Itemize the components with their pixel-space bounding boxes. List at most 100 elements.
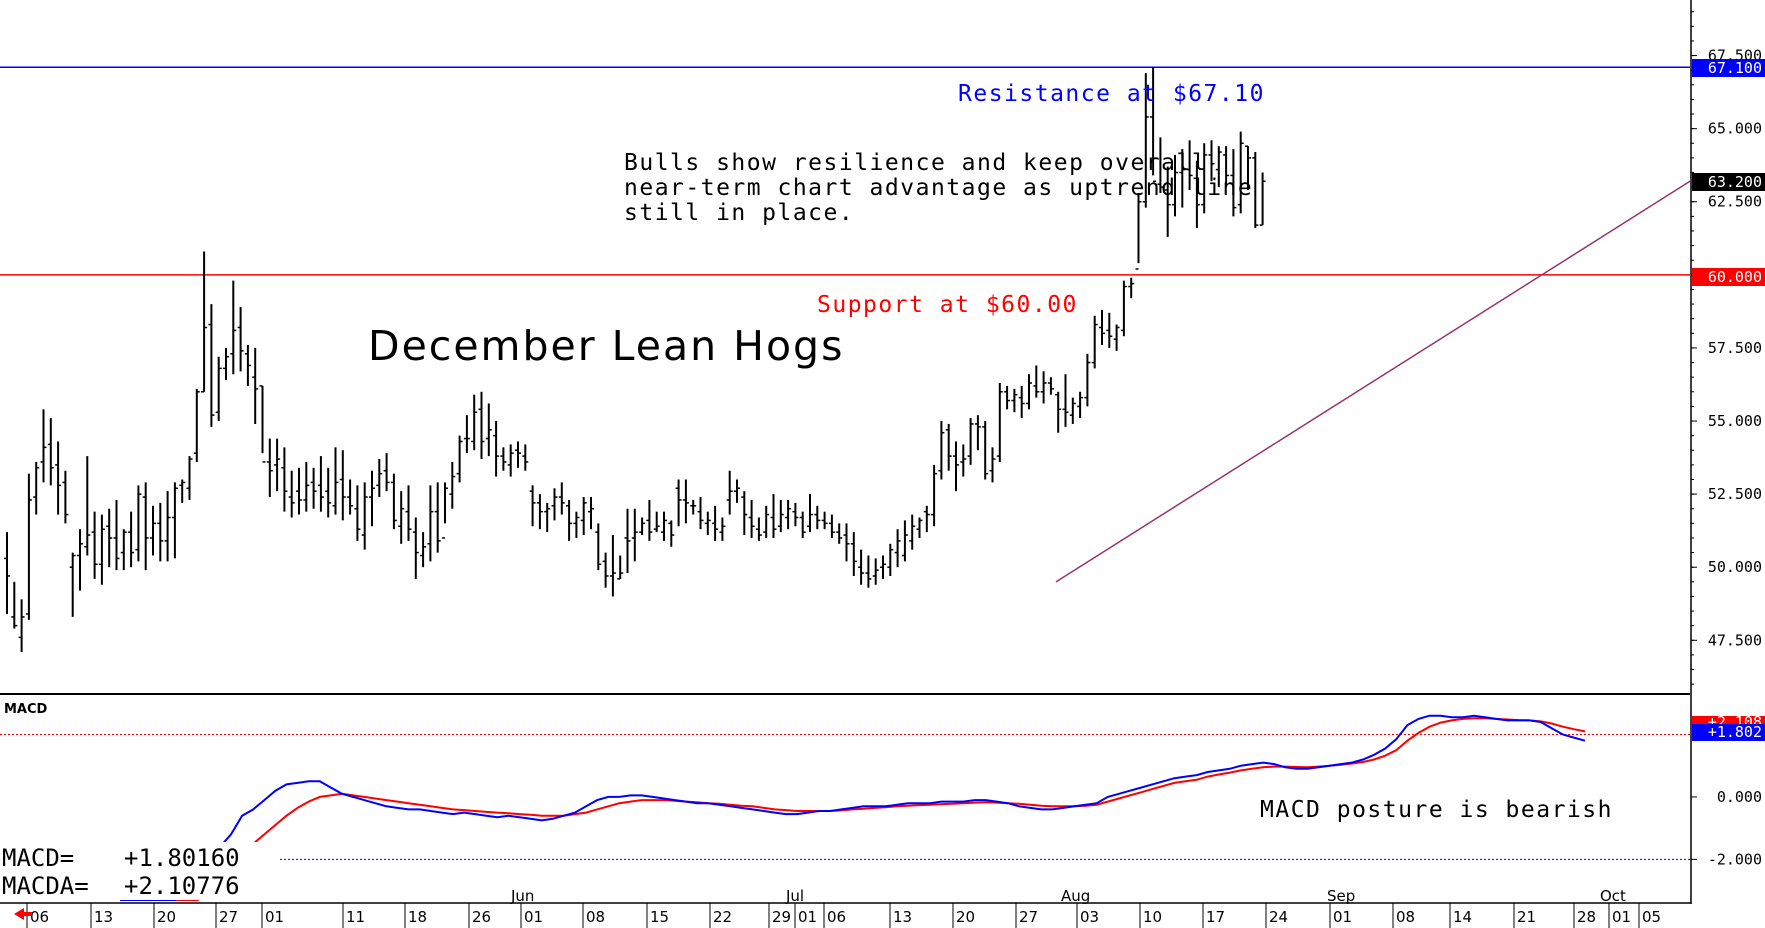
date-axis-day-label: 22 [713, 908, 732, 926]
ohlc-bar [522, 444, 529, 471]
price-panel: Resistance at $67.10 Support at $60.00 D… [0, 66, 1691, 652]
ohlc-bar [858, 549, 865, 585]
ohlc-bar [62, 470, 69, 524]
date-axis-month-label: Jul [785, 887, 804, 905]
ohlc-bar [588, 497, 594, 530]
ohlc-bar [1193, 160, 1200, 229]
date-axis-day-label: 27 [1019, 908, 1038, 926]
ohlc-bar [1055, 391, 1062, 433]
macd-axis-tag [1692, 724, 1765, 741]
ohlc-bar [624, 508, 631, 574]
date-axis-day-label: 21 [1517, 908, 1536, 926]
macd-panel: MACD MACD posture is bearish MACD= +1.80… [0, 702, 1690, 901]
date-axis-ticks: 06 13 20 27 01 11 18 26 01 08 15 22 29 01 06 13 20 27 03 10… [26, 887, 1661, 928]
date-axis-day-label: 20 [956, 908, 975, 926]
ohlc-bar [865, 555, 872, 588]
ohlc-bar [894, 529, 901, 568]
support-axis-tag [1692, 268, 1765, 286]
ohlc-bar [91, 511, 98, 579]
ohlc-bar [507, 444, 514, 477]
ohlc-bar [682, 479, 689, 524]
macd-axis-ticks: -2.000 0.000 [1691, 788, 1762, 868]
date-axis-month-label: Aug [1061, 887, 1090, 905]
ohlc-bar [55, 441, 62, 515]
date-axis-day-label: 17 [1206, 908, 1225, 926]
ohlc-bar [325, 467, 332, 518]
ohlc-bar [347, 479, 354, 515]
ohlc-bar [938, 421, 945, 480]
ohlc-bar [113, 499, 120, 571]
ohlc-bar [748, 499, 755, 538]
ohlc-bar [40, 409, 47, 483]
ohlc-bar [493, 421, 500, 477]
ohlc-bar [923, 505, 930, 533]
ohlc-bar [405, 485, 412, 541]
ohlc-bar [1252, 152, 1259, 229]
ohlc-bar [653, 511, 660, 533]
ohlc-bar [785, 499, 792, 530]
ohlc-bar [646, 499, 653, 541]
current-price-tag [1692, 173, 1765, 191]
ohlc-bar [880, 555, 886, 579]
ohlc-bar [1245, 145, 1251, 191]
date-axis-day-label: 29 [772, 908, 791, 926]
ohlc-bar [1208, 140, 1215, 182]
ohlc-bar [208, 304, 215, 427]
ohlc-bar [1259, 172, 1266, 226]
ohlc-bars [4, 67, 1266, 652]
ohlc-bar [1069, 397, 1076, 424]
date-axis-day-label: 20 [157, 908, 176, 926]
ohlc-bar [609, 535, 616, 597]
ohlc-bar [157, 502, 164, 562]
ohlc-bar [996, 383, 1003, 462]
ohlc-bar [741, 491, 748, 536]
ohlc-bar [712, 505, 719, 541]
ohlc-bar [901, 520, 908, 562]
ohlc-bar [1237, 131, 1244, 214]
ohlc-bar [11, 581, 18, 629]
date-axis-day-label: 01 [265, 908, 284, 926]
macd-axis-tick-label: -2.000 [1708, 850, 1762, 868]
ohlc-bar [675, 479, 682, 527]
ohlc-bar [617, 555, 624, 580]
ohlc-bar [252, 347, 259, 424]
annotation-line-1: Bulls show resilience and keep overall [624, 150, 1207, 176]
ohlc-bar [566, 499, 573, 541]
ohlc-bar [872, 558, 879, 585]
scroll-left-arrow-icon[interactable] [14, 908, 32, 920]
current-price-label: 63.200 [1708, 173, 1762, 191]
ohlc-bar [128, 511, 135, 568]
ohlc-bar [77, 529, 83, 591]
ohlc-bar [1062, 374, 1069, 427]
ohlc-bar [244, 345, 251, 386]
ohlc-bar [799, 511, 806, 538]
ohlc-bar [755, 517, 762, 541]
macd-axis-tick-label: 0.000 [1717, 788, 1762, 806]
support-label: Support at $60.00 [817, 292, 1078, 318]
ohlc-bar [339, 450, 346, 521]
ohlc-bar [1026, 374, 1032, 410]
macd-readout-box [0, 842, 280, 900]
date-axis-day-label: 06 [827, 908, 846, 926]
date-axis-day-label: 13 [893, 908, 912, 926]
ohlc-bar [544, 502, 551, 533]
ohlc-bar [1164, 166, 1171, 237]
ohlc-bar [1040, 371, 1047, 404]
date-axis: 06 13 20 27 01 11 18 26 01 08 15 22 29 01 06 13 20 27 03 10… [0, 887, 1691, 928]
ohlc-bar [1157, 137, 1164, 193]
ohlc-bar [69, 552, 76, 617]
ohlc-bar [558, 482, 565, 515]
ohlc-bar [201, 251, 208, 393]
ohlc-bar [485, 403, 492, 457]
ohlc-bar [303, 461, 310, 512]
ohlc-bar [274, 438, 281, 492]
date-axis-day-label: 01 [798, 908, 817, 926]
ohlc-bar [836, 523, 843, 544]
ohlc-bar [449, 461, 456, 509]
ohlc-bar [361, 482, 368, 550]
ohlc-bar [515, 441, 521, 468]
ohlc-bar [442, 482, 448, 539]
ohlc-bar [369, 470, 375, 527]
